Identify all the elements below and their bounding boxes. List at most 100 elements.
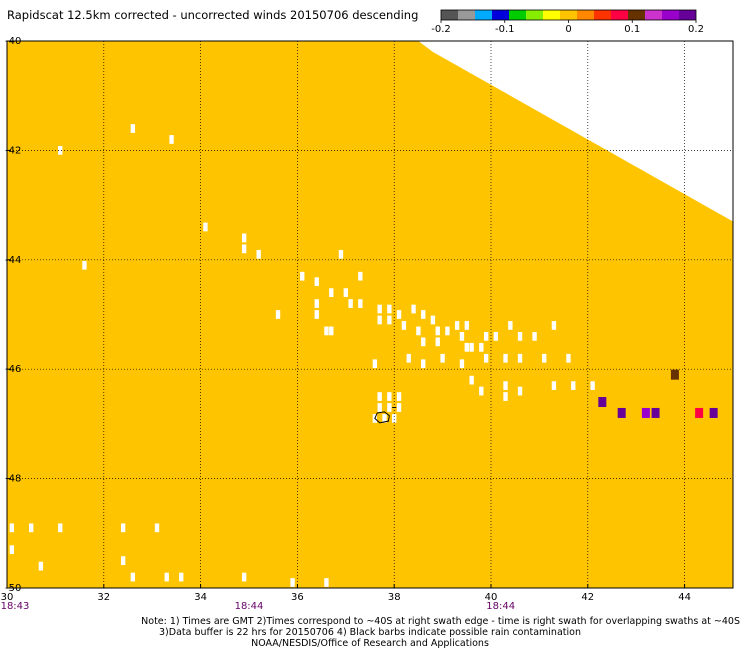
missing-data-cell bbox=[479, 386, 484, 396]
missing-data-cell bbox=[421, 310, 426, 319]
missing-data-cell bbox=[314, 299, 319, 308]
missing-data-cell bbox=[464, 321, 469, 330]
missing-data-cell bbox=[120, 556, 126, 566]
missing-data-cell bbox=[58, 146, 63, 155]
missing-data-cell bbox=[571, 381, 576, 390]
colorbar-swatch bbox=[628, 10, 645, 20]
missing-data-cell bbox=[517, 353, 523, 363]
missing-data-cell bbox=[377, 304, 382, 314]
missing-data-cell bbox=[300, 271, 305, 281]
data-cell bbox=[670, 369, 679, 380]
missing-data-cell bbox=[459, 359, 465, 369]
missing-data-cell bbox=[387, 392, 392, 401]
colorbar-swatch bbox=[611, 10, 628, 20]
missing-data-cell bbox=[590, 381, 595, 390]
missing-data-cell bbox=[566, 353, 571, 363]
data-cell bbox=[617, 407, 626, 418]
missing-data-cell bbox=[203, 222, 208, 232]
x-tick-label: 36 bbox=[291, 592, 304, 603]
missing-data-cell bbox=[392, 414, 397, 423]
colorbar-swatch bbox=[492, 10, 509, 20]
missing-data-cell bbox=[445, 326, 450, 336]
data-cell bbox=[641, 407, 650, 418]
missing-data-cell bbox=[517, 386, 523, 396]
footnote-line-1: Note: 1) Times are GMT 2)Times correspon… bbox=[141, 616, 740, 627]
colorbar-swatch bbox=[577, 10, 594, 20]
colorbar-swatch bbox=[458, 10, 475, 20]
plot-frame bbox=[6, 40, 734, 589]
missing-data-cell bbox=[411, 304, 416, 314]
missing-data-cell bbox=[241, 233, 247, 243]
data-cell bbox=[695, 407, 704, 418]
missing-data-cell bbox=[329, 288, 334, 297]
missing-data-cell bbox=[275, 310, 281, 319]
missing-data-cell bbox=[430, 315, 436, 325]
missing-data-cell bbox=[532, 332, 537, 341]
y-tick-label: -50 bbox=[5, 583, 21, 594]
y-tick-label: -48 bbox=[5, 474, 21, 485]
missing-data-cell bbox=[517, 332, 523, 341]
missing-data-cell bbox=[435, 326, 440, 336]
missing-data-cell bbox=[314, 310, 319, 319]
time-label: 18:43 bbox=[1, 601, 30, 612]
missing-data-cell bbox=[9, 545, 15, 555]
missing-data-cell bbox=[469, 342, 474, 352]
missing-data-cell bbox=[329, 326, 334, 336]
chart-title: Rapidscat 12.5km corrected - uncorrected… bbox=[7, 8, 419, 22]
missing-data-cell bbox=[164, 572, 169, 582]
missing-data-cell bbox=[416, 326, 421, 336]
y-tick-label: -44 bbox=[5, 255, 21, 266]
missing-data-cell bbox=[377, 315, 382, 325]
missing-data-cell bbox=[503, 392, 508, 401]
missing-data-cell bbox=[483, 353, 489, 363]
colorbar-swatch bbox=[526, 10, 543, 20]
missing-data-cell bbox=[377, 403, 382, 412]
missing-data-cell bbox=[382, 414, 387, 423]
x-tick-label: 44 bbox=[678, 592, 691, 603]
missing-data-cell bbox=[401, 321, 407, 330]
missing-data-cell bbox=[479, 342, 484, 352]
missing-data-cell bbox=[372, 359, 378, 369]
missing-data-cell bbox=[358, 299, 363, 308]
colorbar-tick-label: 0 bbox=[565, 24, 571, 35]
missing-data-cell bbox=[435, 337, 440, 347]
rain-flag-contour bbox=[374, 411, 390, 424]
missing-data-cell bbox=[290, 578, 295, 587]
missing-data-cell bbox=[130, 572, 136, 582]
missing-data-cell bbox=[421, 359, 426, 369]
missing-data-cell bbox=[29, 523, 34, 533]
missing-data-cell bbox=[241, 572, 247, 582]
data-cell bbox=[709, 407, 718, 418]
missing-data-cell bbox=[241, 244, 247, 254]
missing-data-cell bbox=[396, 310, 402, 319]
missing-data-cell bbox=[469, 375, 474, 385]
footnote-line-2: 3)Data buffer is 22 hrs for 20150706 4) … bbox=[159, 627, 581, 638]
missing-data-cell bbox=[9, 523, 15, 533]
time-label: 18:44 bbox=[486, 601, 515, 612]
missing-data-cell bbox=[406, 353, 411, 363]
x-tick-label: 40 bbox=[485, 592, 498, 603]
swath-coverage-area bbox=[7, 41, 733, 588]
time-label: 18:44 bbox=[235, 601, 264, 612]
x-tick-label: 30 bbox=[1, 592, 14, 603]
colorbar-swatch bbox=[475, 10, 492, 20]
colorbar-tick-label: -0.1 bbox=[495, 24, 515, 35]
missing-data-cell bbox=[324, 326, 329, 336]
missing-data-cell bbox=[483, 332, 489, 341]
x-tick-label: 34 bbox=[194, 592, 207, 603]
missing-data-cell bbox=[459, 332, 465, 341]
missing-data-cell bbox=[503, 381, 508, 390]
missing-data-cell bbox=[440, 353, 445, 363]
missing-data-cell bbox=[396, 392, 402, 401]
x-tick-label: 42 bbox=[581, 592, 594, 603]
missing-data-cell bbox=[314, 277, 319, 287]
missing-data-cell bbox=[179, 572, 184, 582]
missing-data-cell bbox=[58, 523, 63, 533]
missing-data-cell bbox=[387, 403, 392, 412]
data-cell bbox=[598, 397, 607, 408]
data-cell bbox=[651, 407, 660, 418]
missing-data-cell bbox=[396, 403, 402, 412]
colorbar-swatch bbox=[679, 10, 696, 20]
colorbar-tick-label: 0.1 bbox=[624, 24, 640, 35]
